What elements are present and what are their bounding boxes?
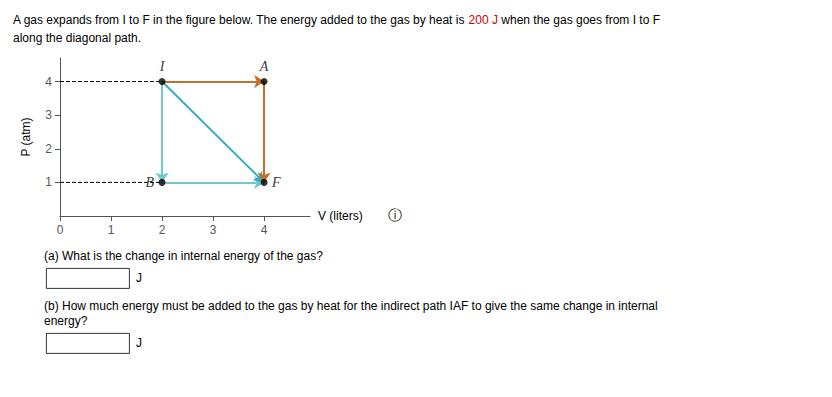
svg-text:4: 4 <box>261 223 268 237</box>
svg-text:F: F <box>271 175 281 190</box>
svg-text:when the gas goes from I to F: when the gas goes from I to F <box>498 13 660 27</box>
svg-text:B: B <box>145 175 154 190</box>
svg-text:(a) What is the change in inte: (a) What is the change in internal energ… <box>44 249 323 263</box>
svg-text:2: 2 <box>45 142 52 156</box>
svg-text:200 J: 200 J <box>469 13 498 27</box>
svg-text:A gas expands from I to F in t: A gas expands from I to F in the figure … <box>13 13 468 27</box>
svg-text:1: 1 <box>108 223 115 237</box>
svg-text:I: I <box>159 59 166 74</box>
svg-text:energy?: energy? <box>44 314 88 328</box>
svg-text:1: 1 <box>45 175 52 189</box>
svg-text:4: 4 <box>45 75 52 89</box>
svg-text:3: 3 <box>45 108 52 122</box>
svg-text:ⓘ: ⓘ <box>388 207 402 223</box>
svg-text:V (liters): V (liters) <box>318 209 363 223</box>
svg-text:P (atm): P (atm) <box>19 117 33 156</box>
svg-text:A: A <box>259 59 269 74</box>
svg-text:(b) How much energy must be ad: (b) How much energy must be added to the… <box>44 299 658 313</box>
svg-text:along the diagonal path.: along the diagonal path. <box>13 31 141 45</box>
svg-text:0: 0 <box>57 223 64 237</box>
svg-text:J: J <box>136 271 142 285</box>
svg-text:J: J <box>136 336 142 350</box>
svg-text:2: 2 <box>159 223 166 237</box>
svg-text:3: 3 <box>210 223 217 237</box>
